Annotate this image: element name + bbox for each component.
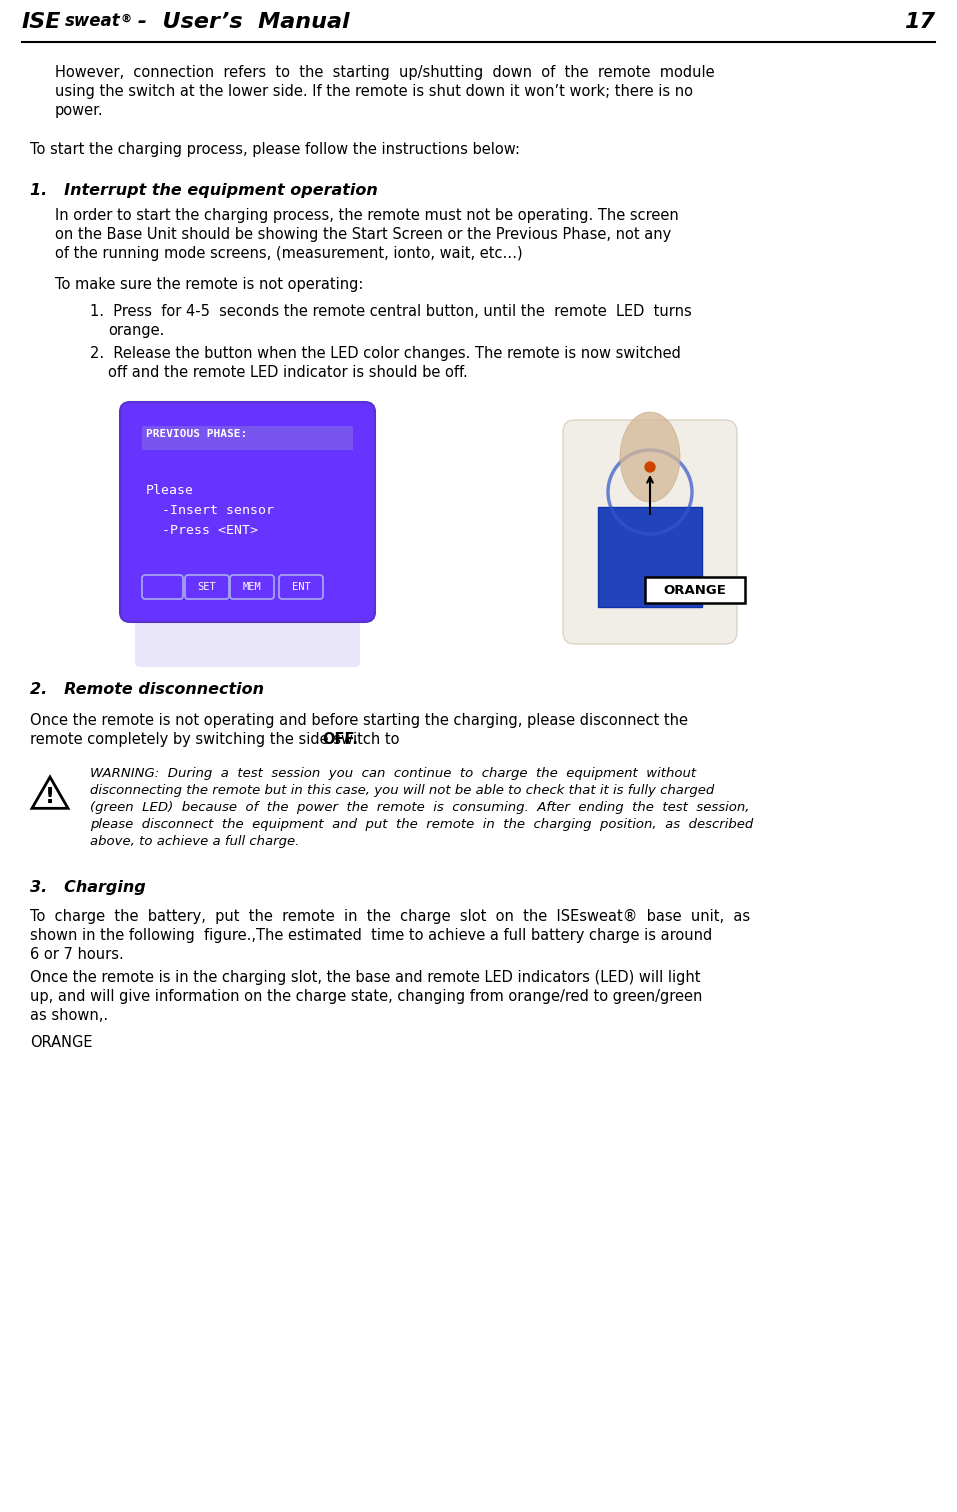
Text: 2.   Remote disconnection: 2. Remote disconnection [30,682,264,697]
Text: off and the remote LED indicator is should be off.: off and the remote LED indicator is shou… [108,364,468,380]
Text: shown in the following  figure.,The estimated  time to achieve a full battery ch: shown in the following figure.,The estim… [30,928,712,943]
Text: 3.   Charging: 3. Charging [30,880,145,895]
Text: PREVIOUS PHASE:: PREVIOUS PHASE: [146,429,247,438]
Text: disconnecting the remote but in this case, you will not be able to check that it: disconnecting the remote but in this cas… [90,785,714,797]
Text: MEM: MEM [243,582,261,593]
Text: To make sure the remote is not operating:: To make sure the remote is not operating… [55,277,364,292]
Text: ORANGE: ORANGE [663,584,726,597]
Text: Please: Please [146,484,194,497]
Polygon shape [32,777,68,809]
Text: of the running mode screens, (measurement, ionto, wait, etc…): of the running mode screens, (measuremen… [55,246,523,262]
Text: up, and will give information on the charge state, changing from orange/red to g: up, and will give information on the cha… [30,989,702,1004]
FancyBboxPatch shape [135,618,360,667]
Text: In order to start the charging process, the remote must not be operating. The sc: In order to start the charging process, … [55,209,679,222]
Text: However,  connection  refers  to  the  starting  up/shutting  down  of  the  rem: However, connection refers to the starti… [55,65,715,80]
Text: ®: ® [120,14,131,24]
Text: using the switch at the lower side. If the remote is shut down it won’t work; th: using the switch at the lower side. If t… [55,85,693,98]
Bar [142,426,353,451]
Text: 1.   Interrupt the equipment operation: 1. Interrupt the equipment operation [30,183,378,198]
Bar [645,578,745,603]
Text: ORANGE: ORANGE [30,1036,93,1049]
Text: sweat: sweat [65,12,121,30]
Text: 6 or 7 hours.: 6 or 7 hours. [30,947,123,962]
Text: orange.: orange. [108,324,165,339]
Ellipse shape [620,411,680,502]
Text: please  disconnect  the  equipment  and  put  the  remote  in  the  charging  po: please disconnect the equipment and put … [90,818,753,832]
Text: as shown,.: as shown,. [30,1009,108,1024]
Text: remote completely by switching the side switch to: remote completely by switching the side … [30,732,404,747]
FancyBboxPatch shape [120,402,375,621]
Text: -Insert sensor: -Insert sensor [146,503,274,517]
Text: OFF.: OFF. [323,732,359,747]
Text: 1.  Press  for 4-5  seconds the remote central button, until the  remote  LED  t: 1. Press for 4-5 seconds the remote cent… [90,304,692,319]
Text: To  charge  the  battery,  put  the  remote  in  the  charge  slot  on  the  ISE: To charge the battery, put the remote in… [30,909,750,924]
FancyBboxPatch shape [563,420,737,644]
Text: To start the charging process, please follow the instructions below:: To start the charging process, please fo… [30,142,520,157]
Text: 2.  Release the button when the LED color changes. The remote is now switched: 2. Release the button when the LED color… [90,346,680,361]
Bar [598,507,702,606]
Text: !: ! [45,786,56,807]
Text: WARNING:  During  a  test  session  you  can  continue  to  charge  the  equipme: WARNING: During a test session you can c… [90,767,696,780]
Text: ISE: ISE [22,12,61,32]
Text: -  User’s  Manual: - User’s Manual [130,12,349,32]
Circle shape [645,463,655,472]
Text: power.: power. [55,103,103,118]
Text: on the Base Unit should be showing the Start Screen or the Previous Phase, not a: on the Base Unit should be showing the S… [55,227,671,242]
Text: 17: 17 [904,12,935,32]
Text: above, to achieve a full charge.: above, to achieve a full charge. [90,835,300,848]
Text: SET: SET [198,582,216,593]
Text: ENT: ENT [292,582,310,593]
Text: (green  LED)  because  of  the  power  the  remote  is  consuming.  After  endin: (green LED) because of the power the rem… [90,801,749,813]
Text: -Press <ENT>: -Press <ENT> [146,525,258,537]
Text: Once the remote is in the charging slot, the base and remote LED indicators (LED: Once the remote is in the charging slot,… [30,971,701,984]
Text: Once the remote is not operating and before starting the charging, please discon: Once the remote is not operating and bef… [30,714,688,727]
